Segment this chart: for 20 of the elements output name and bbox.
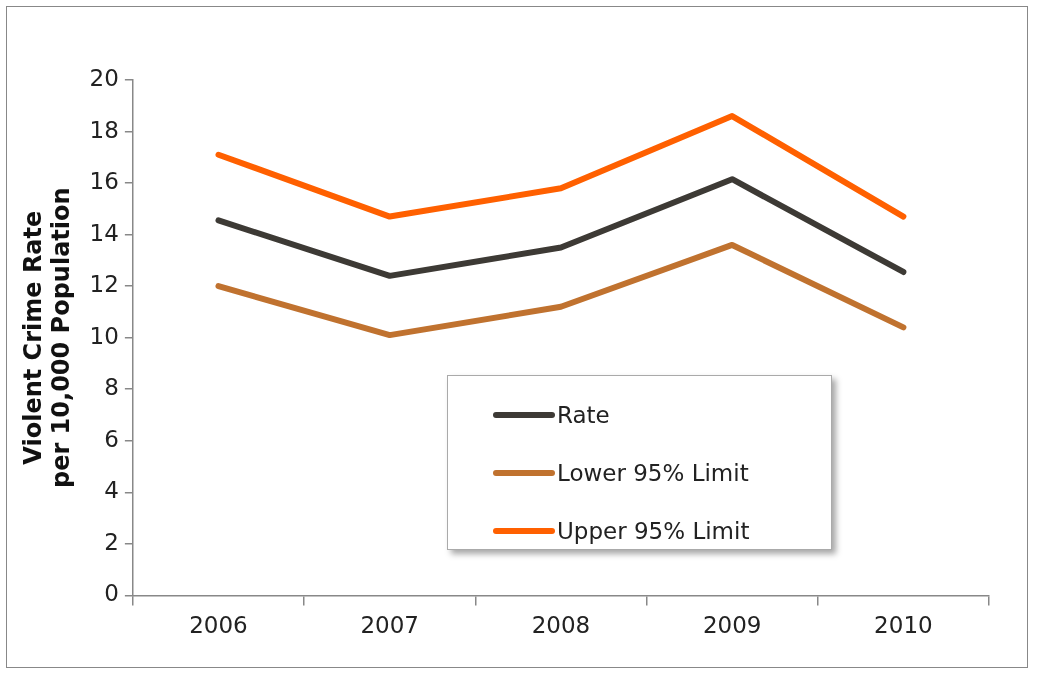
y-tick-label: 6 <box>104 425 119 452</box>
y-tick-label: 12 <box>89 271 119 298</box>
y-tick-label: 8 <box>104 374 119 401</box>
legend-label: Upper 95% Limit <box>557 518 750 544</box>
y-tick-label: 18 <box>89 116 119 143</box>
x-tick-label: 2007 <box>360 612 419 639</box>
y-tick-label: 2 <box>104 528 119 555</box>
y-tick-label: 14 <box>89 219 119 246</box>
x-tick-label: 2009 <box>702 612 762 639</box>
x-tick-label: 2010 <box>874 612 933 639</box>
y-axis-title: Violent Crime Rate per 10,000 Population <box>18 187 76 489</box>
legend-label: Lower 95% Limit <box>557 460 749 486</box>
y-tick-label: 16 <box>89 168 119 195</box>
x-tick-label: 2008 <box>531 612 591 639</box>
legend-label: Rate <box>557 402 610 428</box>
y-tick-label: 20 <box>89 64 119 91</box>
y-tick-label: 0 <box>104 580 119 607</box>
y-tick-label: 10 <box>89 322 119 349</box>
y-tick-label: 4 <box>104 477 119 504</box>
x-tick-label: 2006 <box>189 612 248 639</box>
